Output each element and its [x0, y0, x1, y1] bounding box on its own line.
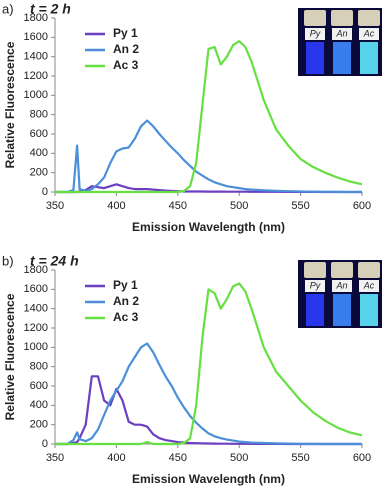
inset-label: Ac [363, 280, 375, 290]
x-tick-label: 350 [46, 452, 64, 464]
vial-cap [358, 262, 380, 278]
x-tick-label: 550 [291, 452, 309, 464]
vial-cap [358, 10, 380, 26]
y-tick-label: 1000 [24, 89, 48, 101]
x-tick-label: 400 [107, 452, 125, 464]
x-tick-label: 500 [230, 200, 248, 212]
legend-label: An 2 [113, 294, 139, 308]
y-tick-label: 600 [30, 380, 48, 392]
series-line [55, 282, 363, 446]
y-tick-label: 0 [42, 186, 48, 198]
y-tick-label: 400 [30, 147, 48, 159]
y-tick-label: 1800 [24, 12, 48, 24]
legend-label: An 2 [113, 42, 139, 56]
inset-label: Py [310, 280, 321, 290]
vial-body [333, 294, 351, 326]
vial-body [360, 294, 378, 326]
legend-label: Py 1 [113, 278, 138, 292]
y-tick-label: 800 [30, 361, 48, 373]
inset-label: An [335, 28, 347, 38]
inset-label: An [335, 280, 347, 290]
y-tick-label: 200 [30, 419, 48, 431]
panel-label: a) [2, 1, 14, 16]
y-tick-label: 400 [30, 399, 48, 411]
x-tick-label: 600 [353, 452, 371, 464]
y-tick-label: 800 [30, 109, 48, 121]
x-tick-label: 400 [107, 200, 125, 212]
vial-body [333, 42, 351, 74]
y-tick-label: 1600 [24, 283, 48, 295]
x-axis-label: Emission Wavelength (nm) [132, 472, 285, 486]
chart-title: t = 2 h [30, 1, 71, 17]
y-tick-label: 1800 [24, 264, 48, 276]
x-tick-label: 500 [230, 452, 248, 464]
vial-label-bg [305, 280, 325, 292]
y-tick-label: 600 [30, 128, 48, 140]
inset-label: Ac [363, 28, 375, 38]
vial-cap [304, 10, 326, 26]
y-tick-label: 1200 [24, 322, 48, 334]
vial-label-bg [359, 280, 379, 292]
y-tick-label: 1600 [24, 31, 48, 43]
x-axis-label: Emission Wavelength (nm) [132, 220, 285, 234]
vial-label-bg [359, 28, 379, 40]
series-line [55, 40, 363, 194]
y-tick-label: 200 [30, 167, 48, 179]
legend-label: Py 1 [113, 26, 138, 40]
vial-cap [331, 10, 353, 26]
y-tick-label: 1400 [24, 303, 48, 315]
y-axis-label: Relative Fluorescence [3, 41, 17, 168]
legend-label: Ac 3 [113, 58, 139, 72]
vial-label-bg [332, 280, 352, 292]
series-line [55, 119, 362, 194]
panel-label: b) [2, 253, 14, 268]
inset-label: Py [310, 28, 321, 38]
vial-cap [304, 262, 326, 278]
y-tick-label: 1200 [24, 70, 48, 82]
y-tick-label: 1400 [24, 51, 48, 63]
vial-cap [331, 262, 353, 278]
vial-body [360, 42, 378, 74]
series-line [55, 342, 362, 446]
vial-label-bg [305, 28, 325, 40]
x-tick-label: 550 [291, 200, 309, 212]
y-axis-label: Relative Fluorescence [3, 293, 17, 420]
x-tick-label: 450 [169, 452, 187, 464]
x-tick-label: 600 [353, 200, 371, 212]
y-tick-label: 1000 [24, 341, 48, 353]
vial-body [306, 294, 324, 326]
vial-label-bg [332, 28, 352, 40]
vial-body [306, 42, 324, 74]
x-tick-label: 450 [169, 200, 187, 212]
y-tick-label: 0 [42, 438, 48, 450]
chart-title: t = 24 h [30, 253, 79, 269]
legend-label: Ac 3 [113, 310, 139, 324]
x-tick-label: 350 [46, 200, 64, 212]
